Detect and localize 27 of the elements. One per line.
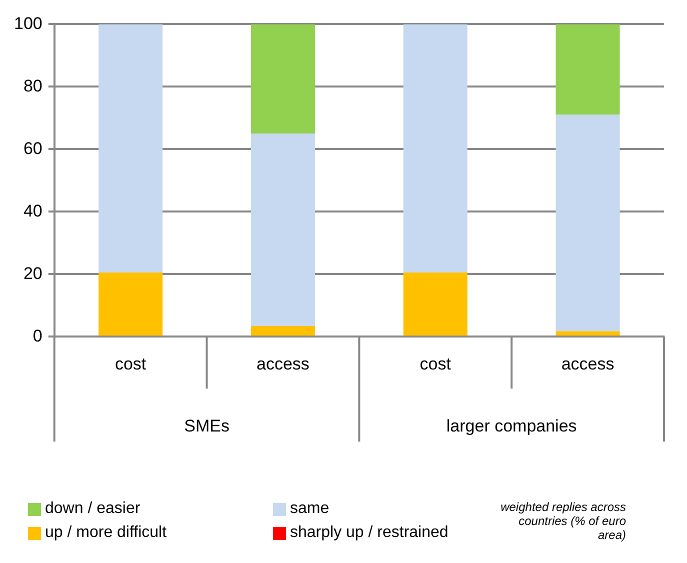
- bar: [250, 134, 315, 326]
- bar: [250, 326, 315, 336]
- bar: [403, 24, 468, 273]
- text: larger companies: [446, 416, 577, 436]
- legend-label: down / easier: [45, 500, 140, 518]
- bar: [403, 272, 468, 336]
- text: SMEs: [184, 416, 230, 436]
- legend-label: up / more difficult: [45, 524, 167, 542]
- y-tick-label: 0: [32, 326, 42, 346]
- bar: [556, 24, 620, 115]
- y-tick-label: 80: [23, 76, 42, 96]
- x-tick-label: cost: [114, 354, 146, 374]
- legend-label: sharply up / restrained: [290, 524, 448, 542]
- x-tick-label: access: [256, 354, 310, 374]
- x-tick-label: access: [561, 354, 614, 374]
- bar: [98, 24, 163, 273]
- legend-label: same: [290, 500, 330, 518]
- y-tick-label: 100: [14, 14, 42, 33]
- x-tick-label: cost: [420, 354, 452, 374]
- bar: [556, 331, 620, 336]
- bar: [556, 114, 620, 332]
- text: weighted replies across countries (% of euro area): [500, 500, 626, 542]
- y-tick-label: 20: [23, 264, 42, 283]
- bar: [250, 24, 315, 134]
- bar: [98, 272, 163, 336]
- y-tick-label: 40: [23, 201, 42, 220]
- y-tick-label: 60: [23, 138, 42, 158]
